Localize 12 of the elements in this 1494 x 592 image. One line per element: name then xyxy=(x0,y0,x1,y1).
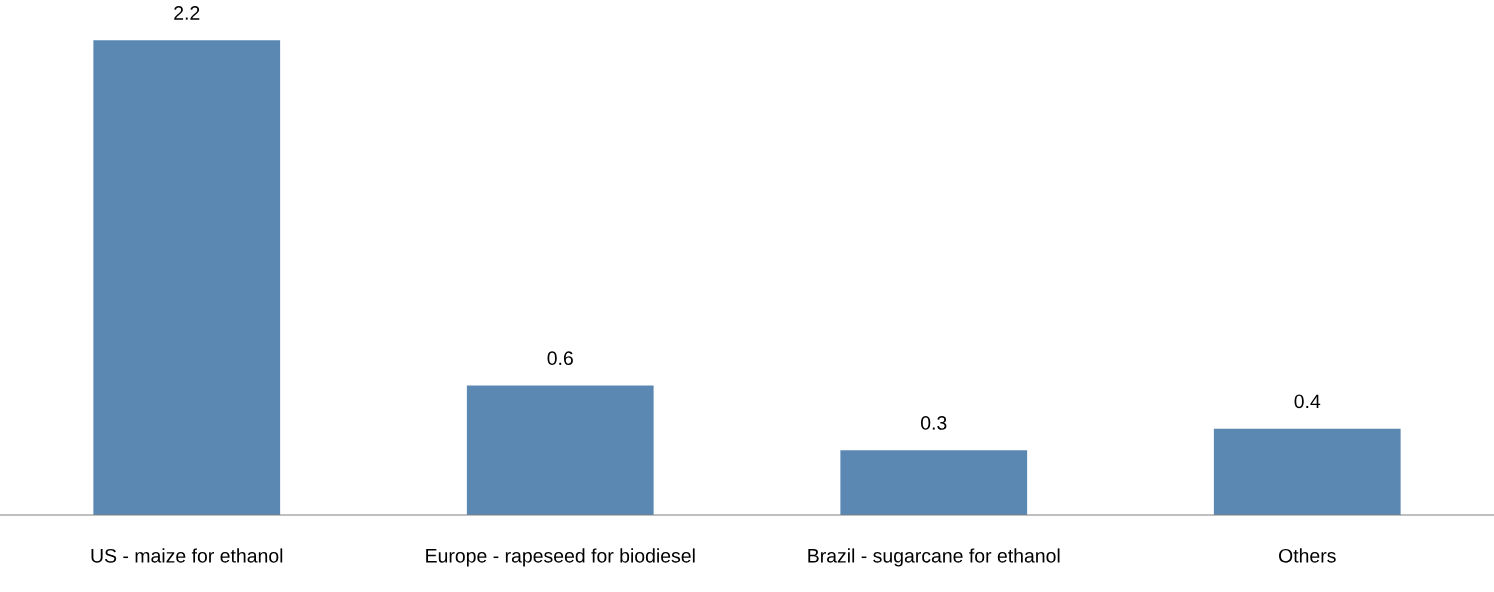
x-tick-label: US - maize for ethanol xyxy=(91,548,283,563)
bar xyxy=(93,40,281,516)
x-tick-label: Europe - rapeseed for biodiesel xyxy=(426,548,695,567)
bar xyxy=(1213,428,1401,516)
data-label: 0.6 xyxy=(547,351,573,366)
data-label: 0.3 xyxy=(921,416,947,430)
bar xyxy=(466,385,654,516)
data-label: 0.4 xyxy=(1294,394,1321,409)
x-tick-label: Brazil - sugarcane for ethanol xyxy=(808,548,1060,567)
bar xyxy=(840,450,1028,516)
data-label: 2.2 xyxy=(174,6,200,20)
x-tick-label: Others xyxy=(1279,548,1336,563)
